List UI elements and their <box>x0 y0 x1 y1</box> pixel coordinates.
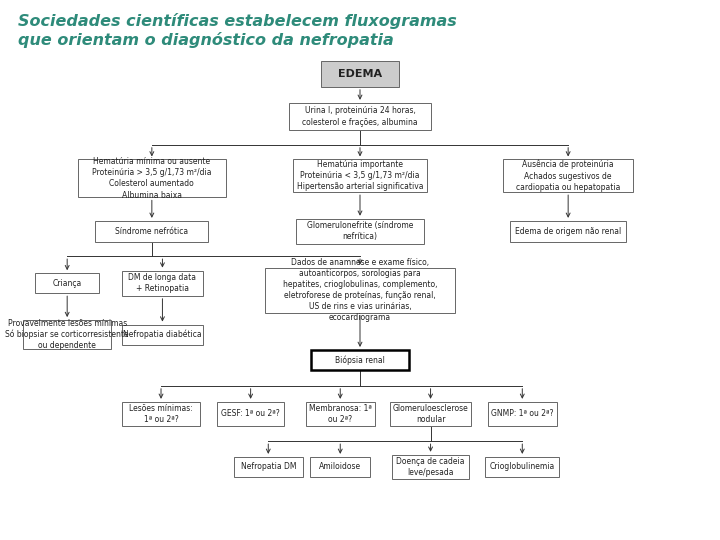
Text: EDEMA: EDEMA <box>338 69 382 79</box>
FancyBboxPatch shape <box>510 221 626 242</box>
FancyBboxPatch shape <box>485 457 559 477</box>
Text: Membranosa: 1ª
ou 2ª?: Membranosa: 1ª ou 2ª? <box>309 404 372 424</box>
FancyBboxPatch shape <box>310 457 370 477</box>
Text: Nefropatia diabética: Nefropatia diabética <box>123 330 202 339</box>
Text: GESF: 1ª ou 2ª?: GESF: 1ª ou 2ª? <box>221 409 280 418</box>
Text: Biópsia renal: Biópsia renal <box>335 355 385 364</box>
FancyBboxPatch shape <box>23 320 112 349</box>
Text: Provavelmente lesões mínimas
Só biopsiar se corticorresistente
ou dependente: Provavelmente lesões mínimas Só biopsiar… <box>5 319 129 350</box>
Text: Glomerulonefrite (síndrome
nefrítica): Glomerulonefrite (síndrome nefrítica) <box>307 221 413 241</box>
Text: Hematúria mínima ou ausente
Proteinúria > 3,5 g/1,73 m²/dia
Colesterol aumentado: Hematúria mínima ou ausente Proteinúria … <box>92 157 212 200</box>
Text: Hematúria importante
Proteinúria < 3,5 g/1,73 m²/dia
Hipertensão arterial signif: Hematúria importante Proteinúria < 3,5 g… <box>297 160 423 191</box>
FancyBboxPatch shape <box>122 325 203 345</box>
FancyBboxPatch shape <box>310 350 410 370</box>
FancyBboxPatch shape <box>234 457 303 477</box>
FancyBboxPatch shape <box>392 455 469 479</box>
FancyBboxPatch shape <box>390 402 471 426</box>
FancyBboxPatch shape <box>503 159 634 192</box>
FancyBboxPatch shape <box>306 402 375 426</box>
Text: Amiloidose: Amiloidose <box>319 462 361 471</box>
FancyBboxPatch shape <box>321 62 399 87</box>
Text: Nefropatia DM: Nefropatia DM <box>240 462 296 471</box>
FancyBboxPatch shape <box>78 159 226 198</box>
Text: que orientam o diagnóstico da nefropatia: que orientam o diagnóstico da nefropatia <box>18 32 394 48</box>
Text: GNMP: 1ª ou 2ª?: GNMP: 1ª ou 2ª? <box>491 409 554 418</box>
FancyBboxPatch shape <box>217 402 284 426</box>
Text: Dados de anamnese e exame físico,
autoanticorpos, sorologias para
hepatites, cri: Dados de anamnese e exame físico, autoan… <box>283 258 437 322</box>
Text: Glomeruloesclerose
nodular: Glomeruloesclerose nodular <box>392 404 469 424</box>
Text: Síndrome nefrótica: Síndrome nefrótica <box>115 227 189 236</box>
Text: Sociedades científicas estabelecem fluxogramas: Sociedades científicas estabelecem fluxo… <box>18 14 456 29</box>
Text: Lesões mínimas:
1ª ou 2ª?: Lesões mínimas: 1ª ou 2ª? <box>129 404 193 424</box>
FancyBboxPatch shape <box>265 268 455 313</box>
Text: Ausência de proteinúria
Achados sugestivos de
cardiopatia ou hepatopatia: Ausência de proteinúria Achados sugestiv… <box>516 160 621 192</box>
FancyBboxPatch shape <box>297 219 423 244</box>
FancyBboxPatch shape <box>35 273 99 293</box>
FancyBboxPatch shape <box>293 159 427 192</box>
Text: DM de longa data
+ Retinopatia: DM de longa data + Retinopatia <box>128 273 197 293</box>
Text: Crioglobulinemia: Crioglobulinemia <box>490 462 555 471</box>
FancyBboxPatch shape <box>122 402 200 426</box>
Text: Criança: Criança <box>53 279 82 288</box>
FancyBboxPatch shape <box>122 271 203 296</box>
Text: Doença de cadeia
leve/pesada: Doença de cadeia leve/pesada <box>396 457 465 477</box>
Text: Urina I, proteinúria 24 horas,
colesterol e frações, albumina: Urina I, proteinúria 24 horas, colestero… <box>302 106 418 126</box>
FancyBboxPatch shape <box>95 221 208 242</box>
FancyBboxPatch shape <box>289 103 431 130</box>
FancyBboxPatch shape <box>487 402 557 426</box>
Text: Edema de origem não renal: Edema de origem não renal <box>515 227 621 236</box>
